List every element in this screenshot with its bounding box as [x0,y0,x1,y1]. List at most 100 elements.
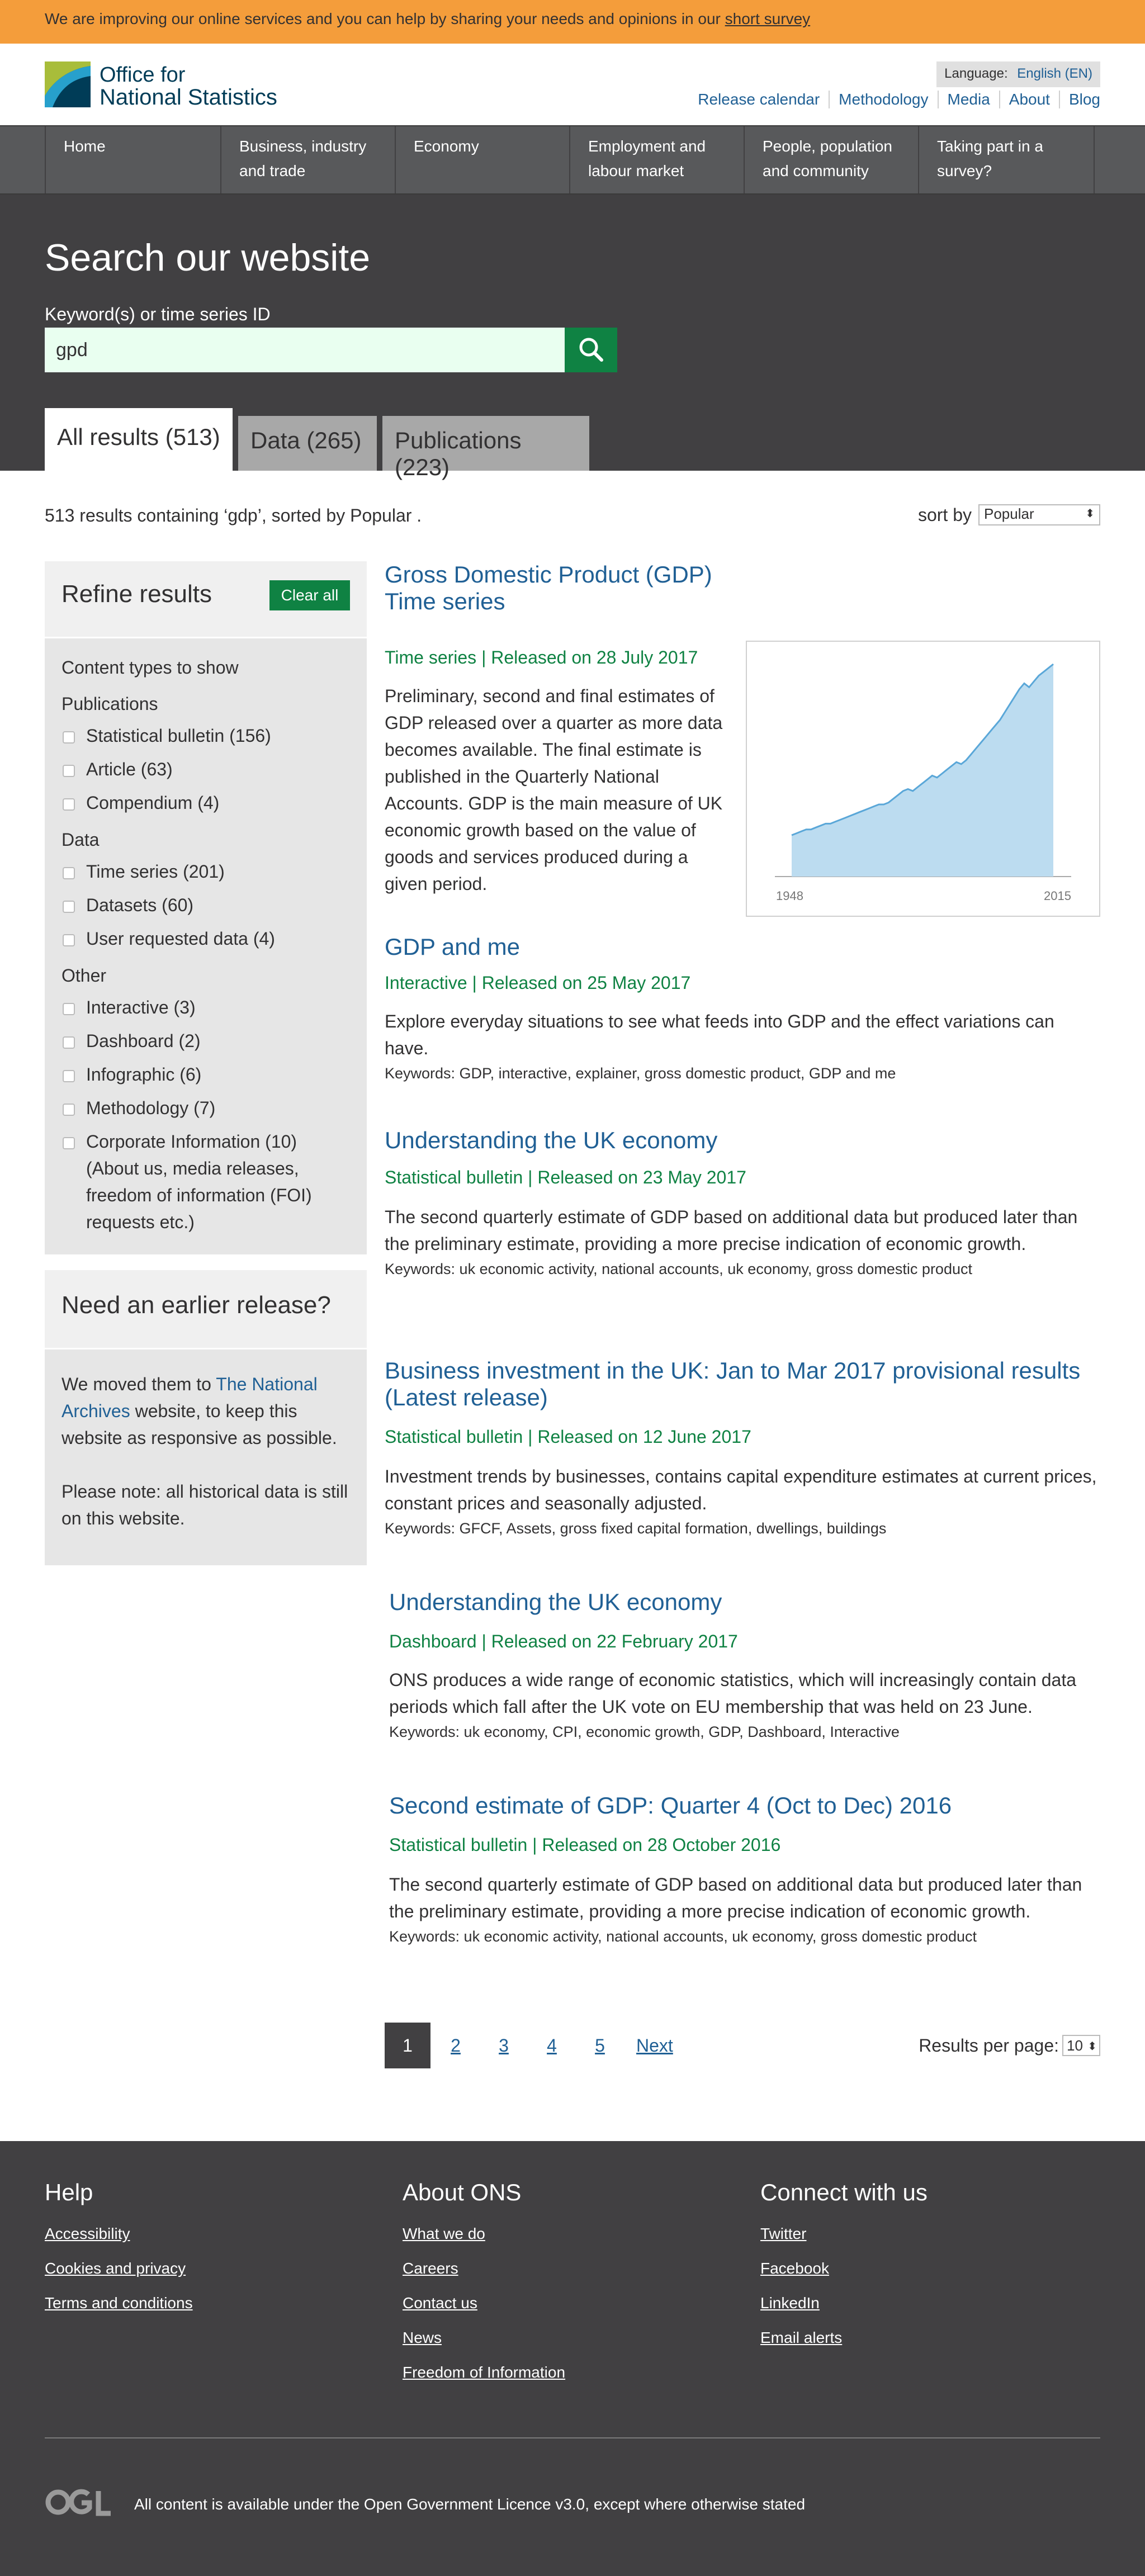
ons-logo[interactable]: Office for National Statistics [45,61,280,110]
earlier-release-text: We moved them to The National Archives w… [61,1371,350,1451]
footer-link-cookies[interactable]: Cookies and privacy [45,2260,186,2277]
search-title: Search our website [45,236,371,279]
footer-connect-title: Connect with us [760,2179,928,2205]
blog-link[interactable]: Blog [1058,91,1100,108]
result-title[interactable]: GDP and me [385,934,521,960]
page-3[interactable]: 3 [499,2035,509,2056]
refine-panel: Refine results Clear all Content types t… [45,561,367,1254]
footer-link-foi[interactable]: Freedom of Information [403,2364,566,2381]
filter-corporate-information[interactable]: Corporate Information (10) (About us, me… [61,1128,350,1235]
logo-line2: National Statistics [100,85,277,110]
filter-compendium[interactable]: Compendium (4) [61,789,350,816]
filter-label: Compendium (4) [86,793,220,813]
footer-link-terms[interactable]: Terms and conditions [45,2294,193,2312]
clear-all-button[interactable]: Clear all [269,580,350,610]
checkbox[interactable] [63,1003,75,1015]
page-5[interactable]: 5 [595,2035,605,2056]
checkbox[interactable] [63,731,75,744]
sort-select[interactable]: Popular ⬍ [978,504,1100,525]
methodology-link[interactable]: Methodology [829,91,937,108]
media-link[interactable]: Media [937,91,999,108]
group-data: Data [61,830,100,850]
filter-infographic[interactable]: Infographic (6) [61,1061,350,1088]
search-result: Gross Domestic Product (GDP) Time series… [385,561,731,897]
checkbox[interactable] [63,798,75,811]
search-input[interactable] [45,328,565,372]
checkbox[interactable] [63,1036,75,1049]
result-title[interactable]: Business investment in the UK: Jan to Ma… [385,1357,1081,1410]
checkbox[interactable] [63,867,75,879]
footer-link-email-alerts[interactable]: Email alerts [760,2329,843,2346]
earlier-text-2: website, to keep this website as respons… [61,1401,337,1448]
page-2[interactable]: 2 [451,2035,461,2056]
sparkline-area [792,664,1053,877]
nav-item-people[interactable]: People, population and community [744,126,919,193]
result-title[interactable]: Second estimate of GDP: Quarter 4 (Oct t… [389,1792,952,1819]
filter-statistical-bulletin[interactable]: Statistical bulletin (156) [61,722,350,749]
national-archives-link[interactable]: The National Archives [61,1374,318,1421]
filter-label: Article (63) [86,759,173,779]
filter-methodology[interactable]: Methodology (7) [61,1095,350,1121]
refine-header: Refine results Clear all [45,561,367,638]
footer-link-facebook[interactable]: Facebook [760,2260,829,2277]
select-arrows-icon: ⬍ [1087,2040,1097,2053]
survey-message: We are improving our online services and… [45,10,725,27]
footer-link-twitter[interactable]: Twitter [760,2225,807,2242]
sort-value: Popular [984,505,1034,522]
survey-link[interactable]: short survey [725,10,811,27]
tab-publications[interactable]: Publications (223) [377,416,589,480]
footer-link-contact[interactable]: Contact us [403,2294,477,2312]
next-page-link[interactable]: Next [636,2035,673,2056]
page-4[interactable]: 4 [547,2035,557,2056]
filter-interactive[interactable]: Interactive (3) [61,994,350,1021]
footer-link-news[interactable]: News [403,2329,442,2346]
search-result: Understanding the UK economy Statistical… [385,1127,1100,1278]
nav-item-business[interactable]: Business, industry and trade [220,126,396,193]
result-title[interactable]: Understanding the UK economy [385,1127,718,1153]
nav-item-home[interactable]: Home [45,126,220,193]
filter-dashboard[interactable]: Dashboard (2) [61,1027,350,1054]
footer-link-careers[interactable]: Careers [403,2260,458,2277]
results-per-page: Results per page: 10 ⬍ [919,2035,1100,2056]
nav-item-survey[interactable]: Taking part in a survey? [918,126,1094,193]
search-button[interactable] [565,328,617,372]
search-label: Keyword(s) or time series ID [45,304,271,324]
sparkline-line [791,663,1054,836]
filter-article[interactable]: Article (63) [61,756,350,783]
gdp-sparkline-chart[interactable]: 1948 2015 [746,641,1100,917]
filter-label: Datasets (60) [86,895,194,915]
ogl-logo-icon[interactable] [45,2488,112,2518]
result-title[interactable]: Understanding the UK economy [389,1589,722,1615]
footer-help: Help Accessibility Cookies and privacy T… [45,2179,193,2329]
result-description: Preliminary, second and final estimates … [385,686,723,894]
release-calendar-link[interactable]: Release calendar [698,91,820,108]
footer-about-title: About ONS [403,2179,522,2205]
checkbox[interactable] [63,1137,75,1149]
page-1[interactable]: 1 [385,2023,430,2068]
content-types-label: Content types to show [61,657,239,678]
sort-label: sort by [917,504,972,525]
nav-item-employment[interactable]: Employment and labour market [569,126,745,193]
language-link[interactable]: English (EN) [1017,66,1092,81]
result-keywords: Keywords: GFCF, Assets, gross fixed capi… [385,1520,887,1537]
nav-divider [1094,126,1095,193]
checkbox[interactable] [63,1104,75,1116]
filter-datasets[interactable]: Datasets (60) [61,892,350,918]
result-title[interactable]: Gross Domestic Product (GDP) Time series [385,561,712,614]
footer-link-linkedin[interactable]: LinkedIn [760,2294,820,2312]
footer-link-accessibility[interactable]: Accessibility [45,2225,130,2242]
filter-time-series[interactable]: Time series (201) [61,858,350,885]
tab-data[interactable]: Data (265) [238,416,377,471]
footer-link-what-we-do[interactable]: What we do [403,2225,485,2242]
checkbox[interactable] [63,1070,75,1082]
checkbox[interactable] [63,901,75,913]
checkbox[interactable] [63,765,75,777]
nav-item-economy[interactable]: Economy [395,126,570,193]
footer-connect: Connect with us Twitter Facebook LinkedI… [760,2179,928,2364]
filter-user-requested-data[interactable]: User requested data (4) [61,925,350,952]
about-link[interactable]: About [999,91,1059,108]
checkbox[interactable] [63,934,75,946]
tab-all-results[interactable]: All results (513) [45,408,233,471]
filter-label: User requested data (4) [86,929,275,949]
results-per-page-select[interactable]: 10 ⬍ [1062,2035,1100,2056]
